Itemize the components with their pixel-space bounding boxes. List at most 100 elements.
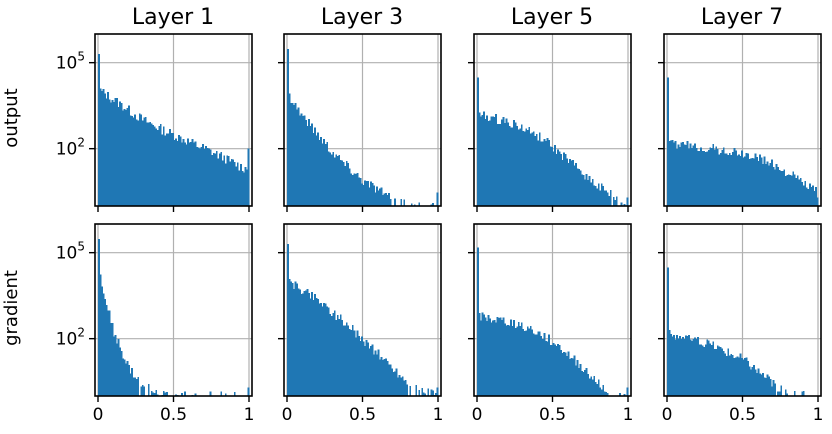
histogram-bar xyxy=(335,154,338,206)
histogram-bar xyxy=(704,344,707,396)
histogram-bar xyxy=(712,144,715,206)
histogram-bar xyxy=(206,148,209,206)
histogram-bar xyxy=(220,151,223,206)
histogram-bar xyxy=(104,298,106,396)
histogram-bar xyxy=(765,378,767,396)
histogram-bar xyxy=(805,187,808,206)
histogram-bar xyxy=(771,386,773,396)
histogram-bar xyxy=(777,391,780,396)
histogram-bar xyxy=(190,142,192,206)
histogram-bar xyxy=(323,303,326,396)
histogram-bar xyxy=(187,138,189,206)
histogram-bar xyxy=(373,354,375,396)
histogram-bar xyxy=(783,169,786,206)
histogram-bar xyxy=(117,106,120,206)
histogram-bar xyxy=(698,150,701,206)
histogram-bar xyxy=(585,367,588,396)
histogram-bar xyxy=(209,149,212,206)
histogram-bar xyxy=(147,384,150,396)
histogram-bar xyxy=(535,334,538,396)
histogram-bar xyxy=(606,393,609,396)
histogram-bar xyxy=(297,107,300,206)
histogram-bar xyxy=(223,155,226,206)
histogram-panel-1-3 xyxy=(468,33,632,212)
histogram-bar xyxy=(327,151,330,206)
histogram-bar xyxy=(710,147,713,206)
histogram-bar xyxy=(529,133,532,206)
histogram-bar xyxy=(119,347,121,396)
histogram-bar xyxy=(787,174,790,206)
histogram-bar xyxy=(801,391,804,396)
histogram-bars xyxy=(98,54,250,206)
histogram-bar xyxy=(291,283,294,396)
histogram-bar xyxy=(359,177,362,206)
histogram-bar xyxy=(386,195,389,206)
histogram-bar xyxy=(495,113,497,206)
histogram-bar xyxy=(164,135,167,206)
histogram-bar xyxy=(397,377,400,396)
histogram-bar xyxy=(312,132,315,206)
histogram-bar xyxy=(739,353,742,396)
histogram-bar xyxy=(299,289,301,396)
histogram-bar xyxy=(296,109,298,206)
histogram-bar xyxy=(137,376,140,396)
histogram-bar xyxy=(528,127,531,206)
histogram-bar xyxy=(321,143,324,206)
histogram-bar xyxy=(728,153,731,206)
histogram-bar xyxy=(287,48,289,206)
histogram-bar xyxy=(778,169,781,206)
x-tick-label: 0 xyxy=(282,405,293,425)
histogram-bar xyxy=(176,140,179,206)
histogram-bar xyxy=(575,162,577,206)
histogram-bar xyxy=(695,338,698,396)
histogram-bar xyxy=(796,175,799,206)
histogram-bar xyxy=(199,148,201,206)
x-tick-label: 0 xyxy=(93,405,104,425)
histogram-bar xyxy=(762,372,764,396)
histogram-bar xyxy=(357,336,360,396)
histogram-panel-2-2: 0 0.5 1 xyxy=(278,223,443,425)
histogram-bar xyxy=(168,128,171,206)
histogram-bar xyxy=(300,294,303,396)
histogram-bar xyxy=(348,168,351,206)
histogram-bars xyxy=(98,238,250,396)
histogram-bar xyxy=(400,199,403,206)
histogram-bar xyxy=(572,160,574,206)
histogram-bar xyxy=(326,142,329,206)
histogram-bar xyxy=(801,181,804,206)
histogram-bar xyxy=(347,325,350,396)
histogram-bar xyxy=(188,142,191,206)
histogram-bar xyxy=(422,392,425,396)
histogram-bar xyxy=(740,358,743,396)
histogram-bar xyxy=(108,99,111,206)
histogram-bar xyxy=(769,162,772,206)
histogram-bar xyxy=(626,197,629,206)
histogram-bar xyxy=(478,312,481,396)
histogram-bar xyxy=(570,160,573,206)
histogram-bar xyxy=(688,334,690,396)
histogram-bar xyxy=(540,336,543,396)
histogram-bar xyxy=(354,173,357,206)
histogram-bar xyxy=(532,333,535,396)
histogram-bar xyxy=(614,200,617,206)
histogram-bar xyxy=(667,267,669,396)
histogram-bar xyxy=(701,151,704,206)
histogram-bar xyxy=(626,387,629,396)
histogram-bar xyxy=(158,126,161,206)
histogram-bar xyxy=(597,379,600,396)
histogram-bar xyxy=(120,351,123,396)
histogram-bar xyxy=(110,322,112,396)
histogram-bar xyxy=(561,159,564,206)
histogram-bar xyxy=(774,383,777,396)
histogram-bar xyxy=(804,181,807,206)
histogram-bar xyxy=(424,393,427,396)
histogram-bar xyxy=(209,391,212,396)
histogram-bar xyxy=(333,310,336,396)
histogram-bar xyxy=(707,150,710,206)
histogram-bar xyxy=(674,339,677,396)
histogram-bar xyxy=(217,158,220,206)
x-tick-label: 1 xyxy=(813,405,824,425)
histogram-bar xyxy=(756,156,758,206)
histogram-bar xyxy=(159,123,162,206)
histogram-bar xyxy=(689,339,692,396)
